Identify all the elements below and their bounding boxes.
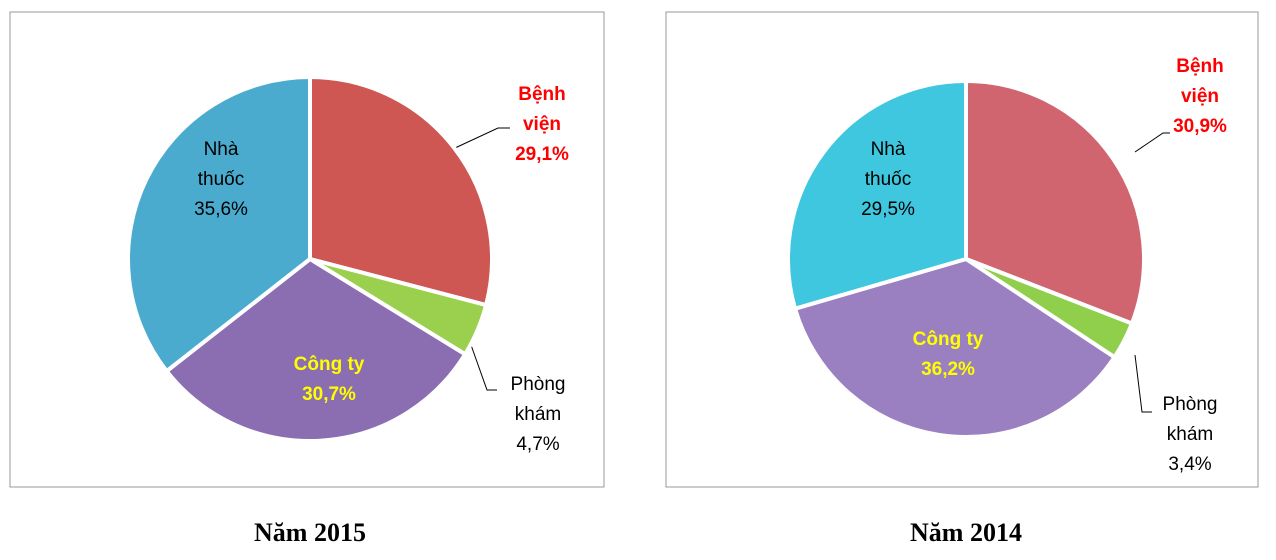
slice-label: Nhà thuốc 35,6% — [186, 135, 256, 225]
pie-slice — [164, 257, 468, 443]
category-label: Bệnh viện — [518, 84, 566, 135]
category-label: Công ty — [293, 354, 365, 375]
category-label: Nhà thuốc — [197, 139, 245, 190]
slice-label: Phòng khám 4,7% — [493, 370, 583, 460]
value-label: 29,5% — [861, 199, 915, 220]
value-label: 35,6% — [194, 199, 248, 220]
value-label: 4,7% — [516, 434, 560, 455]
value-label: 3,4% — [1168, 454, 1212, 475]
category-label: Bệnh viện — [1176, 56, 1224, 107]
slice-label: Phòng khám 3,4% — [1145, 390, 1235, 480]
pie-slice — [126, 75, 312, 374]
chart-title: Năm 2015 — [254, 518, 366, 547]
value-label: 29,1% — [515, 144, 569, 165]
category-label: Phòng khám — [1162, 394, 1218, 445]
slice-label: Nhà thuốc 29,5% — [853, 135, 923, 225]
leader-line — [454, 127, 510, 149]
category-label: Công ty — [912, 329, 984, 350]
value-label: 36,2% — [921, 359, 975, 380]
leader-line — [470, 344, 497, 391]
category-label: Phòng khám — [510, 374, 566, 425]
leader-line — [1134, 354, 1152, 413]
pie-slice — [308, 75, 494, 308]
slice-label: Bệnh viện 29,1% — [507, 80, 577, 170]
value-label: 30,7% — [302, 384, 356, 405]
slice-label: Bệnh viện 30,9% — [1165, 52, 1235, 142]
pie-slice — [786, 79, 968, 311]
leader-line — [1134, 132, 1170, 153]
slice-label: Công ty 30,7% — [274, 350, 384, 410]
pie-slice — [793, 257, 1117, 440]
value-label: 30,9% — [1173, 116, 1227, 137]
pie-slice — [964, 79, 1146, 326]
slice-label: Công ty 36,2% — [893, 325, 1003, 385]
chart-title: Năm 2014 — [910, 518, 1022, 547]
category-label: Nhà thuốc — [864, 139, 912, 190]
